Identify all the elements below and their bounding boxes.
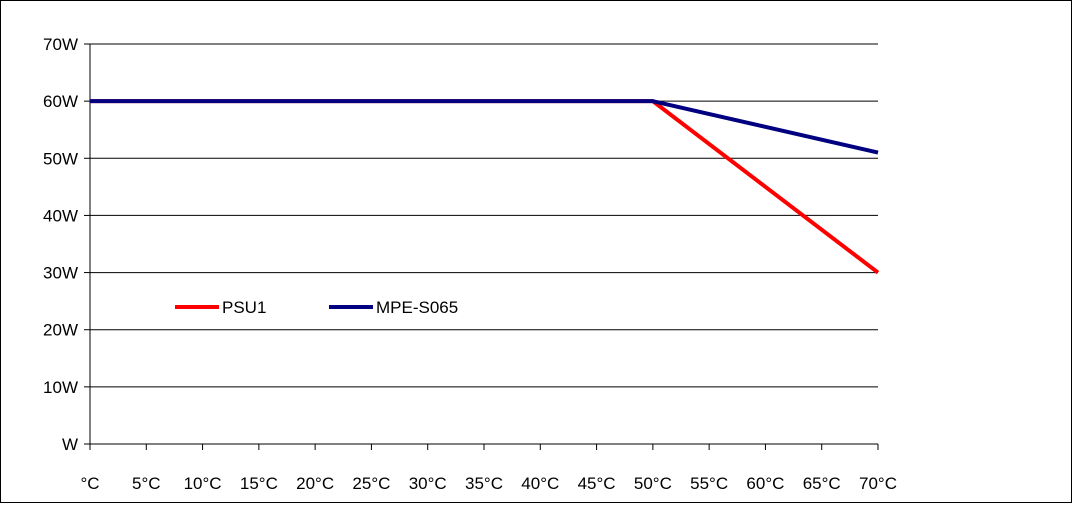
legend: PSU1 MPE-S065 xyxy=(175,298,458,317)
x-tick-label: 10°C xyxy=(184,474,222,493)
series-line-1 xyxy=(90,99,879,155)
y-tick-label: 20W xyxy=(43,321,78,340)
x-tick-label: 20°C xyxy=(296,474,334,493)
x-tick-label: 25°C xyxy=(352,474,390,493)
series-lines xyxy=(90,99,880,275)
legend-label-1: MPE-S065 xyxy=(376,298,458,317)
y-tick-label: 70W xyxy=(43,35,78,54)
axes: W 10W 20W 30W 40W 50W 60W 70W °C 5°C 10°C 15°C 20°C 2… xyxy=(43,35,897,493)
y-tick-label: 10W xyxy=(43,378,78,397)
x-tick-label: °C xyxy=(80,474,99,493)
y-tick-label: 60W xyxy=(43,92,78,111)
x-tick-label: 40°C xyxy=(521,474,559,493)
x-tick-label: 5°C xyxy=(132,474,161,493)
x-tick-label: 35°C xyxy=(465,474,503,493)
x-tick-label: 15°C xyxy=(240,474,278,493)
x-tick-label: 60°C xyxy=(746,474,784,493)
x-tick-label: 30°C xyxy=(409,474,447,493)
x-tick-label: 65°C xyxy=(803,474,841,493)
y-tick-label: 40W xyxy=(43,206,78,225)
y-tick-label: W xyxy=(62,435,78,454)
legend-label-0: PSU1 xyxy=(222,298,266,317)
x-tick-label: 45°C xyxy=(578,474,616,493)
x-tick-label: 55°C xyxy=(690,474,728,493)
x-tick-label: 50°C xyxy=(634,474,672,493)
x-tick-label: 70°C xyxy=(859,474,897,493)
y-tick-label: 30W xyxy=(43,264,78,283)
y-tick-label: 50W xyxy=(43,149,78,168)
